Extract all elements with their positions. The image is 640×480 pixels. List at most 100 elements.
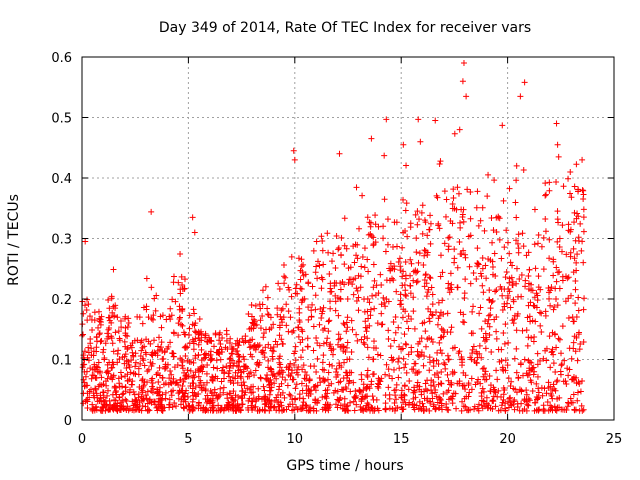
data-point xyxy=(102,397,109,404)
data-point xyxy=(109,340,116,347)
data-point xyxy=(580,228,587,235)
y-axis-label: ROTI / TECUs xyxy=(6,194,22,286)
data-point xyxy=(382,371,389,378)
data-point xyxy=(469,350,476,357)
data-point xyxy=(388,275,395,282)
data-point xyxy=(198,363,205,370)
data-point xyxy=(302,402,309,409)
data-point xyxy=(111,383,118,390)
data-point xyxy=(523,391,530,398)
data-point xyxy=(490,227,497,234)
data-point xyxy=(344,324,351,331)
data-point xyxy=(339,387,346,394)
data-point xyxy=(380,223,387,230)
data-point xyxy=(105,314,112,321)
data-point xyxy=(271,373,278,380)
data-point xyxy=(477,380,484,387)
data-point xyxy=(172,298,179,305)
data-point xyxy=(462,254,469,261)
data-point xyxy=(230,363,237,370)
data-point xyxy=(540,266,547,273)
data-point xyxy=(424,377,431,384)
data-point xyxy=(434,399,441,406)
data-point xyxy=(346,356,353,363)
data-point xyxy=(375,381,382,388)
data-point xyxy=(120,405,127,412)
data-point xyxy=(266,397,273,404)
data-point xyxy=(125,362,132,369)
data-point xyxy=(146,397,153,404)
data-point xyxy=(398,387,405,394)
data-point xyxy=(458,353,465,360)
data-point xyxy=(276,286,283,293)
data-point xyxy=(270,343,277,350)
data-point xyxy=(308,314,315,321)
data-point xyxy=(543,191,550,198)
data-point xyxy=(80,355,87,362)
data-point xyxy=(390,366,397,373)
data-point xyxy=(204,361,211,368)
data-point xyxy=(279,340,286,347)
data-point xyxy=(479,265,486,272)
data-point xyxy=(501,340,508,347)
data-point xyxy=(278,407,285,414)
data-point xyxy=(142,349,149,356)
data-point xyxy=(536,406,543,413)
data-point xyxy=(374,320,381,327)
data-point xyxy=(134,337,141,344)
data-point xyxy=(459,214,466,221)
data-point xyxy=(574,389,581,396)
data-point xyxy=(169,350,176,357)
data-point xyxy=(261,387,268,394)
data-point xyxy=(228,394,235,401)
data-point xyxy=(436,339,443,346)
data-point xyxy=(313,238,320,245)
data-point xyxy=(352,241,359,248)
data-point xyxy=(275,370,282,377)
data-point xyxy=(367,306,374,313)
data-point xyxy=(393,219,400,226)
data-point xyxy=(378,375,385,382)
data-point xyxy=(239,387,246,394)
data-point xyxy=(538,384,545,391)
data-point xyxy=(248,313,255,320)
data-point xyxy=(580,206,587,213)
data-point xyxy=(404,233,411,240)
data-point xyxy=(216,351,223,358)
data-point xyxy=(469,346,476,353)
data-point xyxy=(139,320,146,327)
data-point xyxy=(422,380,429,387)
data-point xyxy=(241,356,248,363)
data-point xyxy=(557,371,564,378)
data-point xyxy=(423,293,430,300)
data-point xyxy=(332,401,339,408)
data-point xyxy=(479,365,486,372)
data-point xyxy=(575,186,582,193)
data-point xyxy=(187,383,194,390)
data-point xyxy=(190,396,197,403)
data-point xyxy=(164,345,171,352)
data-point xyxy=(295,364,302,371)
data-point xyxy=(361,341,368,348)
outlier-point xyxy=(579,156,586,163)
data-point xyxy=(565,274,572,281)
data-point xyxy=(213,357,220,364)
data-point xyxy=(200,404,207,411)
data-point xyxy=(217,385,224,392)
data-point xyxy=(296,391,303,398)
data-point xyxy=(297,354,304,361)
data-point xyxy=(559,222,566,229)
data-point xyxy=(347,388,354,395)
data-point xyxy=(567,226,574,233)
data-point xyxy=(385,298,392,305)
data-point xyxy=(191,328,198,335)
data-point xyxy=(445,356,452,363)
data-point xyxy=(509,278,516,285)
x-tick-label: 10 xyxy=(287,432,304,447)
data-point xyxy=(349,281,356,288)
data-point xyxy=(281,280,288,287)
data-point xyxy=(512,199,519,206)
data-point xyxy=(276,369,283,376)
data-point xyxy=(197,377,204,384)
data-point xyxy=(155,334,162,341)
